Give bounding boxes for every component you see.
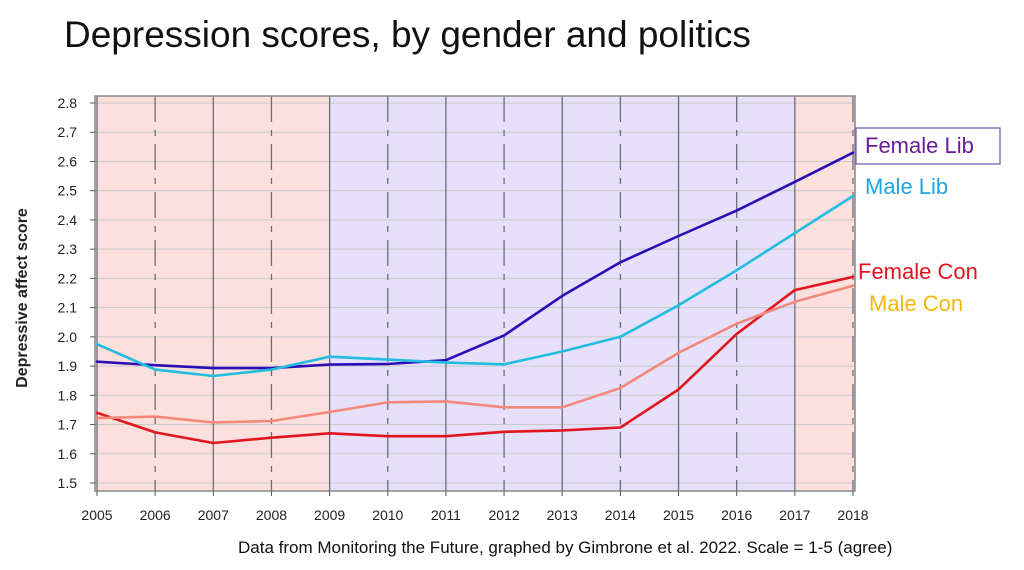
x-tick-label: 2012 <box>488 507 519 523</box>
x-tick-label: 2011 <box>431 507 461 523</box>
series-line-male-con <box>95 284 855 424</box>
source-note: Data from Monitoring the Future, graphed… <box>238 538 893 557</box>
series-label-female-lib: Female Lib <box>865 133 974 158</box>
y-tick-label: 2.4 <box>58 212 78 228</box>
x-tick-labels: 2005 2006 2007 2008 2009 2010 2011 2012 2013 2014… <box>81 507 868 523</box>
label-box-female-lib <box>855 127 1001 165</box>
y-tick-label: 2.2 <box>58 270 78 286</box>
y-tick-label: 2.6 <box>58 153 78 169</box>
series-line-female-con <box>95 275 855 445</box>
x-tick-label: 2014 <box>605 507 636 523</box>
y-tick-label: 1.6 <box>58 446 78 462</box>
x-tick-label: 2005 <box>81 507 112 523</box>
axes <box>90 95 856 496</box>
y-tick-label: 2.7 <box>58 124 78 140</box>
x-tick-label: 2010 <box>372 507 403 523</box>
plot-frame <box>94 95 856 492</box>
y-tick-label: 2.5 <box>58 183 78 199</box>
y-tick-label: 1.9 <box>58 358 78 374</box>
series-label-female-con: Female Con <box>858 259 978 284</box>
y-tick-label: 2.3 <box>58 241 78 257</box>
x-tick-label: 2015 <box>663 507 694 523</box>
x-tick-label: 2008 <box>256 507 287 523</box>
y-tick-labels: 1.5 1.6 1.7 1.8 1.9 2.0 2.1 2.2 2.3 2.4 2.5 2.6 2.7 2… <box>58 95 78 491</box>
x-tick-label: 2006 <box>140 507 171 523</box>
background-band-0 <box>95 96 330 491</box>
x-tick-label: 2007 <box>198 507 229 523</box>
y-tick-label: 2.0 <box>58 329 78 345</box>
x-tick-label: 2013 <box>547 507 578 523</box>
x-tick-label: 2017 <box>779 507 810 523</box>
y-axis-label: Depressive affect score <box>14 208 31 388</box>
x-tick-label: 2009 <box>314 507 345 523</box>
y-tick-label: 1.8 <box>58 387 78 403</box>
series-line-female-lib <box>95 151 855 370</box>
series-labels: Female Lib Male Lib Female Con Male Con <box>855 127 1001 316</box>
chart-title: Depression scores, by gender and politic… <box>64 14 751 55</box>
x-tick-label: 2016 <box>721 507 752 523</box>
y-tick-label: 1.7 <box>58 417 78 433</box>
y-tick-label: 2.8 <box>58 95 78 111</box>
background-bands <box>95 96 855 491</box>
series-lines <box>95 151 855 445</box>
grid-lines <box>95 96 855 491</box>
series-label-male-con: Male Con <box>869 291 963 316</box>
x-tick-label: 2018 <box>837 507 868 523</box>
series-line-male-lib <box>95 194 855 378</box>
series-label-male-lib: Male Lib <box>865 174 948 199</box>
y-tick-label: 2.1 <box>58 300 78 316</box>
y-tick-label: 1.5 <box>58 475 78 491</box>
